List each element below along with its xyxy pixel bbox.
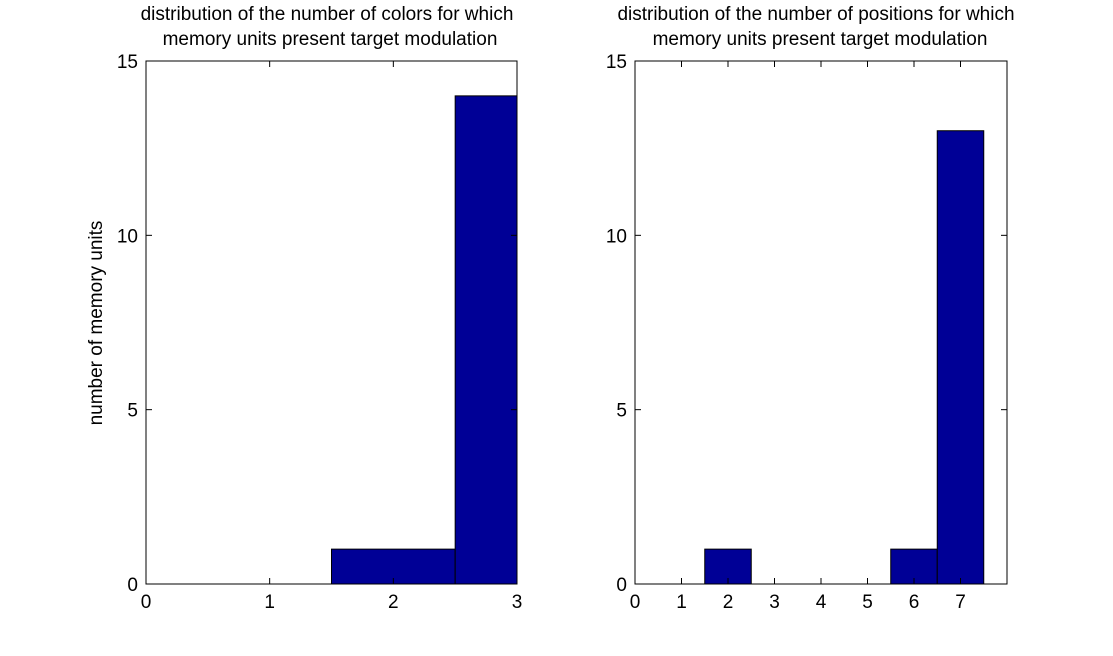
colors-axis-ticks: 0 1 2 3 0 5 10 15 [117, 52, 522, 613]
colors-y-axis-label: number of memory units [86, 221, 107, 426]
colors-bars [331, 95, 518, 585]
positions-title-line-2: memory units present target modulation [653, 29, 988, 50]
positions-x-tick-label: 4 [816, 592, 827, 613]
colors-title-line-2: memory units present target modulation [163, 29, 498, 50]
positions-y-tick-label: 15 [606, 52, 627, 73]
positions-y-tick-label: 5 [616, 401, 627, 422]
colors-x-tick-label: 1 [264, 592, 275, 613]
colors-axes-box [145, 60, 518, 585]
positions-x-tick-label: 1 [676, 592, 687, 613]
colors-title-line-1: distribution of the number of colors for… [141, 4, 514, 25]
positions-y-tick-label: 0 [616, 575, 627, 596]
positions-bars [704, 130, 985, 585]
colors-histogram-panel: distribution of the number of colors for… [86, 4, 522, 613]
positions-axes-box [634, 60, 1008, 585]
colors-y-tick-label: 5 [127, 401, 138, 422]
positions-y-tick-label: 10 [606, 226, 627, 247]
colors-y-tick-label: 15 [117, 52, 138, 73]
positions-x-tick-label: 7 [955, 592, 966, 613]
colors-y-tick-label: 0 [127, 575, 138, 596]
positions-histogram-panel: distribution of the number of positions … [606, 4, 1015, 613]
positions-bar [936, 130, 985, 585]
positions-title-line-1: distribution of the number of positions … [617, 4, 1014, 25]
colors-x-tick-label: 2 [388, 592, 399, 613]
positions-x-tick-label: 2 [723, 592, 734, 613]
colors-bar [454, 95, 518, 585]
positions-x-tick-label: 6 [909, 592, 920, 613]
positions-x-tick-label: 3 [769, 592, 780, 613]
colors-x-tick-label: 3 [512, 592, 523, 613]
positions-x-tick-label: 0 [630, 592, 641, 613]
positions-x-tick-label: 5 [862, 592, 873, 613]
colors-x-tick-label: 0 [141, 592, 152, 613]
colors-y-tick-label: 10 [117, 226, 138, 247]
